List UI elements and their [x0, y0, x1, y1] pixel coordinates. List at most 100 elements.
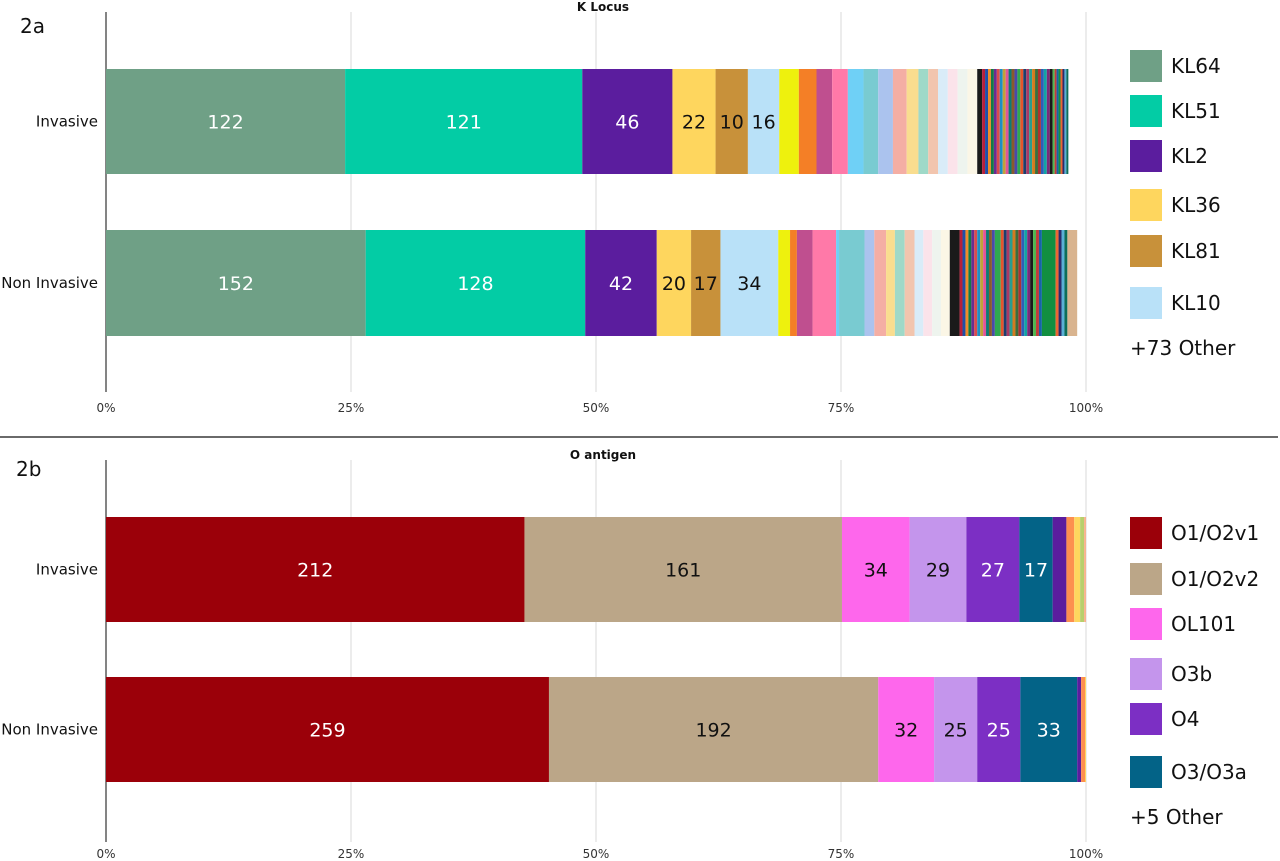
legend-swatch [1130, 95, 1162, 127]
bar-segment [1020, 677, 1078, 782]
legend-label: KL64 [1171, 54, 1221, 78]
data-label: 17 [694, 273, 718, 295]
data-label: 20 [662, 273, 686, 295]
bar-segment [345, 69, 583, 174]
bar-segment-other [1023, 69, 1027, 174]
bar-segment [365, 230, 586, 336]
bar-segment-other [812, 230, 837, 336]
data-label: 34 [737, 273, 761, 295]
data-label: 121 [446, 112, 482, 134]
bar-segment-other [1021, 230, 1025, 336]
bar-segment-other [894, 230, 905, 336]
bar-segment-other [982, 69, 986, 174]
bar-segment [548, 677, 879, 782]
bar-segment [977, 677, 1021, 782]
x-tick-label: 75% [828, 847, 855, 861]
bar-segment-other [994, 230, 1001, 336]
bar-segment-other [1043, 69, 1047, 174]
bar-segment-other [1003, 230, 1007, 336]
bar-segment-other [1009, 230, 1013, 336]
bar-segment-other [940, 230, 950, 336]
bar-segment-other [886, 230, 895, 336]
x-tick-label: 25% [338, 401, 365, 415]
bar-segment-other [1012, 230, 1016, 336]
legend-label: O1/O2v1 [1171, 521, 1259, 545]
bar-segment-other [1037, 69, 1041, 174]
legend-label: KL10 [1171, 291, 1221, 315]
bar-segment-other [1036, 230, 1039, 336]
bar-segment-other [1015, 230, 1019, 336]
legend-swatch [1130, 140, 1162, 172]
category-label: Invasive [36, 113, 98, 131]
bar-segment [715, 69, 748, 174]
legend-label: OL101 [1171, 612, 1236, 636]
bar-segment-other [1060, 69, 1063, 174]
bar-segment-other [1066, 69, 1069, 174]
bar-segment-other [1064, 69, 1067, 174]
bar-segment-other [1077, 677, 1082, 782]
legend-swatch [1130, 756, 1162, 788]
x-tick-label: 50% [583, 847, 610, 861]
bar-segment [691, 230, 721, 336]
bar-segment [106, 677, 549, 782]
legend-label: O1/O2v2 [1171, 567, 1259, 591]
bar-segment-other [839, 230, 865, 336]
x-tick-label: 100% [1069, 847, 1103, 861]
data-label: 25 [944, 720, 968, 742]
bar-segment-other [1085, 677, 1086, 782]
bar-segment-other [1030, 230, 1034, 336]
bar-segment-other [938, 69, 948, 174]
bar-segment-other [798, 69, 817, 174]
category-label: Non Invasive [1, 721, 98, 739]
panel-2a: 0% 25% 50% 75% 100% K Locus 2a Invasive 122 121 46… [1, 0, 1236, 415]
data-label: 33 [1037, 720, 1061, 742]
bar-segment-other [1064, 230, 1068, 336]
bar-segment-other [1008, 69, 1012, 174]
bar-segment [106, 230, 366, 336]
legend-swatch [1130, 563, 1162, 595]
bar-segment-other [1029, 69, 1033, 174]
legend-label: KL81 [1171, 239, 1221, 263]
legend-label: KL51 [1171, 99, 1221, 123]
bar-segment-other [986, 230, 989, 336]
data-label: 192 [695, 720, 731, 742]
category-label: Invasive [36, 561, 98, 579]
chart-title: K Locus [577, 0, 629, 14]
bar-segment-other [928, 69, 939, 174]
x-tick-label: 25% [338, 847, 365, 861]
data-label: 17 [1024, 560, 1048, 582]
legend-swatch [1130, 50, 1162, 82]
bar-segment-other [1033, 230, 1037, 336]
bar-segment-other [959, 230, 963, 336]
legend-swatch [1130, 658, 1162, 690]
data-label: 16 [751, 112, 775, 134]
bar-segment-other [1062, 69, 1065, 174]
bar-segment-other [904, 230, 915, 336]
legend-label: O3b [1171, 662, 1212, 686]
data-label: 212 [297, 560, 333, 582]
data-label: 42 [609, 273, 633, 295]
bar-segment-other [1041, 230, 1056, 336]
bar-segment-other [977, 230, 981, 336]
legend-swatch [1130, 703, 1162, 735]
bar-segment-other [968, 230, 972, 336]
bar-segment-other [1011, 69, 1015, 174]
bar-segment-other [1000, 230, 1004, 336]
bar-segment-other [991, 230, 995, 336]
bar-segment-other [988, 69, 991, 174]
bar-segment [585, 230, 657, 336]
bar-segment-other [906, 69, 919, 174]
bar-segment-other [999, 69, 1003, 174]
bar-segment-other [1032, 69, 1036, 174]
x-tick-label: 0% [96, 401, 115, 415]
bar-segment-other [1018, 230, 1022, 336]
data-label: 259 [309, 720, 345, 742]
bar-segment-other [816, 69, 833, 174]
data-label: 10 [720, 112, 744, 134]
bar-segment [966, 517, 1020, 622]
bar-segment-other [957, 69, 968, 174]
bar-segment-other [1020, 69, 1024, 174]
data-label: 161 [665, 560, 701, 582]
legend-swatch [1130, 235, 1162, 267]
bar-segment-other [1035, 69, 1038, 174]
